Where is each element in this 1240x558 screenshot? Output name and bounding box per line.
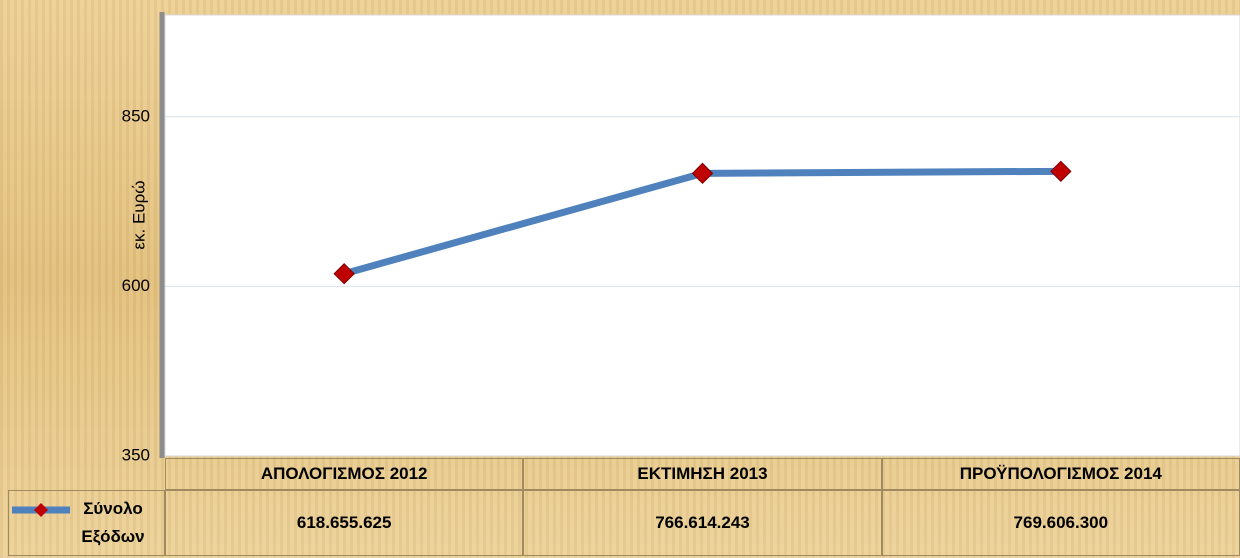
marker	[333, 263, 355, 285]
y-tick-label: 350	[122, 445, 150, 464]
table-value: 766.614.243	[523, 490, 882, 556]
legend-marker	[34, 503, 48, 517]
marker	[691, 162, 714, 185]
y-tick-label: 850	[122, 106, 150, 125]
marker	[1050, 160, 1072, 183]
category-header: ΑΠΟΛΟΓΙΣΜΟΣ 2012	[165, 458, 524, 490]
table-value: 618.655.625	[165, 490, 524, 556]
plot-area	[164, 14, 1240, 457]
table-value: 769.606.300	[881, 490, 1240, 556]
legend-cell	[8, 490, 165, 556]
legend-label: Σύνολο Εξόδων	[81, 499, 145, 546]
category-header: ΠΡΟΫΠΟΛΟΓΙΣΜΟΣ 2014	[881, 458, 1240, 490]
y-axis-label: εκ. Ευρώ	[129, 180, 148, 249]
category-header: ΕΚΤΙΜΗΣΗ 2013	[523, 458, 882, 490]
y-tick-label: 600	[122, 276, 150, 295]
